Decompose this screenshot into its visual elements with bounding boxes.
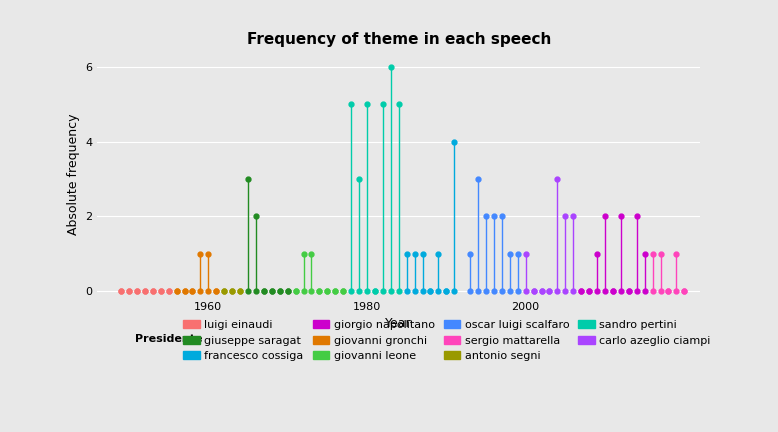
Title: Frequency of theme in each speech: Frequency of theme in each speech — [247, 32, 551, 47]
Legend: luigi einaudi, giuseppe saragat, francesco cossiga, giorgio napolitano, giovanni: luigi einaudi, giuseppe saragat, frances… — [184, 320, 710, 361]
Y-axis label: Absolute frequency: Absolute frequency — [67, 114, 79, 235]
Text: Presidente: Presidente — [135, 334, 203, 344]
X-axis label: Year: Year — [385, 318, 412, 330]
